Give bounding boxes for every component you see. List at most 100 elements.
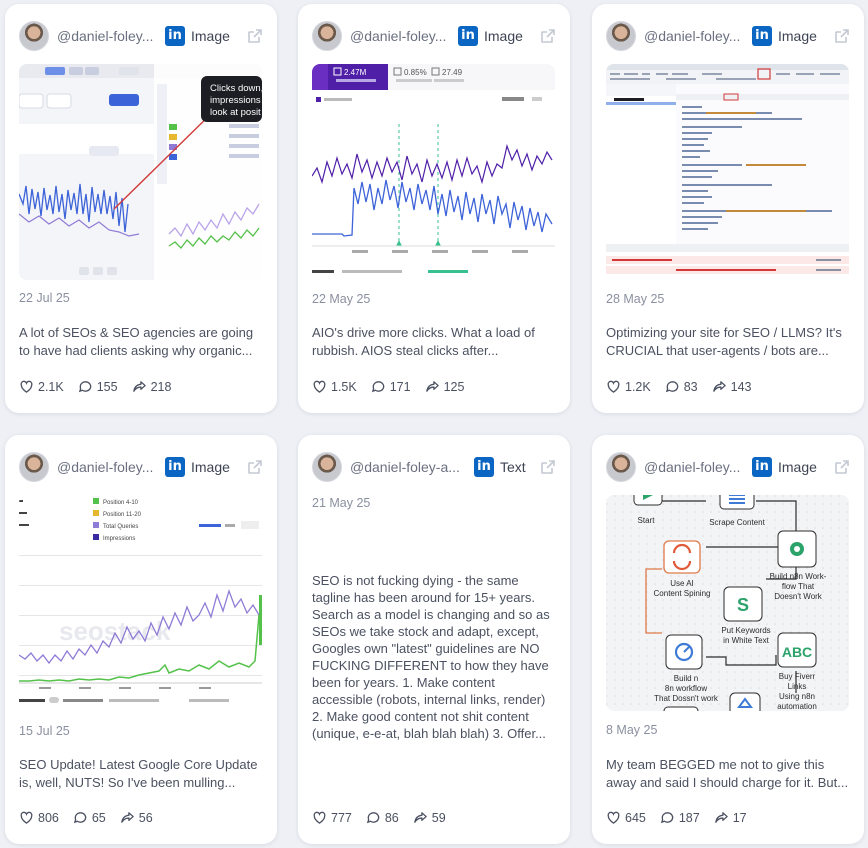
thumb-metric: 0.85% [404,68,427,77]
post-date: 8 May 25 [606,723,658,737]
svg-text:S: S [737,595,749,615]
author-handle[interactable]: @daniel-foley... [57,28,154,44]
post-card[interactable]: @daniel-foley... in Image Start [592,435,864,844]
avatar [606,21,636,51]
thumb-legend-label: Position 11-20 [103,512,142,518]
share-icon [132,381,146,392]
engagement-stats: 806 65 56 [19,810,165,825]
node-label: in White Text [723,636,769,645]
share-icon [712,381,726,392]
card-header: @daniel-foley... in Image [19,20,263,52]
workflow-diagram-image: Start Scrape Content Use AI Content Spin… [606,495,849,711]
author-handle[interactable]: @daniel-foley... [350,28,447,44]
heart-icon [20,380,33,393]
author-handle[interactable]: @daniel-foley... [57,459,154,475]
external-link-icon[interactable] [834,28,850,44]
thumb-watermark: seostack [59,616,171,646]
thumb-callout-line: impressions [210,95,261,106]
linkedin-icon: in [474,457,494,477]
shares-count: 17 [732,810,747,825]
post-type-label: Image [484,28,523,44]
analytics-screenshot: Clicks down, impressions look at posit [19,64,262,280]
likes-stat: 777 [312,810,352,825]
node-label: automation [777,702,817,711]
engagement-stats: 2.1K 155 218 [19,379,183,394]
comment-icon [73,812,87,824]
node-label: Use AI [670,579,694,588]
post-card[interactable]: @daniel-foley-a... in Text 21 May 25 SEO… [298,435,570,844]
thumb-legend-label: Total Queries [103,524,138,530]
share-icon [120,812,134,823]
post-excerpt: My team BEGGED me not to give this away … [606,757,849,790]
likes-count: 806 [38,810,59,825]
comments-count: 86 [384,810,399,825]
node-label: Links [788,682,807,691]
external-link-icon[interactable] [247,459,263,475]
comments-stat: 171 [371,379,411,394]
post-card[interactable]: @daniel-foley... in Image 2.47M 0.85% 27… [298,4,570,413]
comments-stat: 83 [665,379,698,394]
comment-icon [660,812,674,824]
node-label: Content Spining [654,589,711,598]
comment-icon [78,381,92,393]
node-label: Buy Fiverr [779,672,816,681]
search-console-screenshot: 2.47M 0.85% 27.49 [312,64,555,280]
avatar [312,452,342,482]
shares-stat: 17 [714,810,747,825]
shares-count: 143 [730,379,752,394]
post-date: 22 Jul 25 [19,291,70,305]
external-link-icon[interactable] [540,28,556,44]
post-type-label: Image [778,28,817,44]
post-date: 22 May 25 [312,292,371,306]
author-handle[interactable]: @daniel-foley... [644,459,741,475]
node-label: Build n8n Work- [770,572,827,581]
comments-stat: 65 [73,810,106,825]
author-handle[interactable]: @daniel-foley... [644,28,741,44]
engagement-stats: 1.5K 171 125 [312,379,476,394]
post-card[interactable]: @daniel-foley... in Image [592,4,864,413]
external-link-icon[interactable] [834,459,850,475]
card-header: @daniel-foley... in Image [19,451,263,483]
shares-count: 218 [150,379,172,394]
thumb-callout-line: look at posit [210,107,261,118]
shares-stat: 56 [120,810,153,825]
thumb-callout-line: Clicks down, [210,83,262,94]
linkedin-icon: in [165,457,185,477]
likes-count: 2.1K [38,379,64,394]
likes-stat: 2.1K [19,379,64,394]
post-image[interactable]: Clicks down, impressions look at posit [19,64,262,280]
post-excerpt: A lot of SEOs & SEO agencies are going t… [19,325,254,358]
likes-count: 777 [331,810,352,825]
comments-stat: 155 [78,379,118,394]
post-type-label: Image [191,459,230,475]
node-label: Using n8n [779,692,815,701]
post-type-label: Image [778,459,817,475]
heart-icon [20,811,33,824]
post-card[interactable]: @daniel-foley... in Image Position 4-10 … [5,435,277,844]
post-image[interactable] [606,64,849,280]
post-image[interactable]: Start Scrape Content Use AI Content Spin… [606,495,849,711]
author-handle[interactable]: @daniel-foley-a... [350,459,460,475]
thumb-metric: 2.47M [344,68,367,77]
avatar [606,452,636,482]
comments-stat: 86 [366,810,399,825]
comments-count: 83 [683,379,698,394]
post-image[interactable]: Position 4-10 Position 11-20 Total Queri… [19,495,262,711]
post-card[interactable]: @daniel-foley... in Image [5,4,277,413]
external-link-icon[interactable] [540,459,556,475]
post-image[interactable]: 2.47M 0.85% 27.49 [312,64,555,280]
linkedin-icon: in [165,26,185,46]
rankings-chart-screenshot: Position 4-10 Position 11-20 Total Queri… [19,495,262,711]
shares-count: 56 [138,810,153,825]
thumb-legend-label: Impressions [103,536,135,542]
node-label: Build n [674,674,698,683]
comment-icon [366,812,380,824]
heart-icon [607,811,620,824]
external-link-icon[interactable] [247,28,263,44]
post-excerpt: SEO is not fucking dying - the same tagl… [312,573,550,741]
comments-count: 65 [91,810,106,825]
shares-stat: 218 [132,379,172,394]
devtools-screenshot [606,64,849,280]
shares-stat: 125 [425,379,464,394]
likes-count: 1.2K [625,379,651,394]
